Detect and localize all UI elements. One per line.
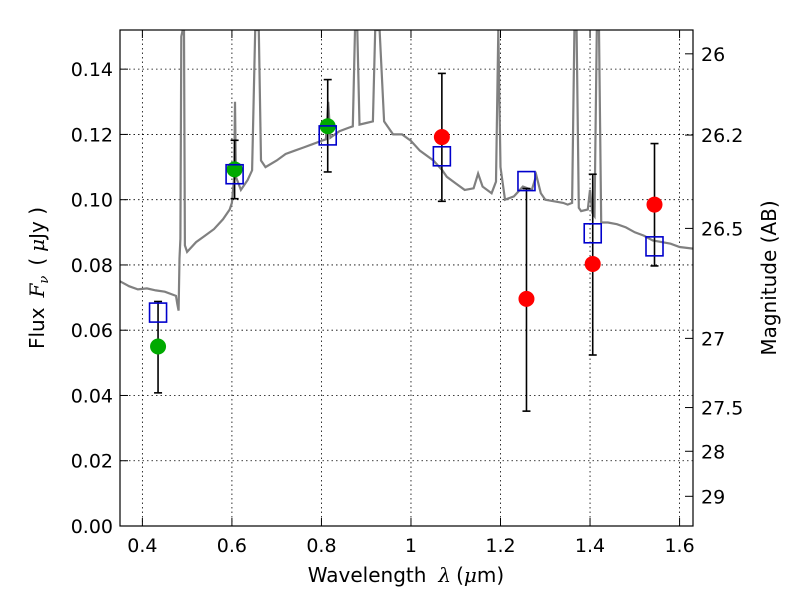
x-tick-label: 1.2 [485,535,515,557]
y2-tick-label: 26.2 [701,125,743,147]
observed-point-red [584,255,601,272]
y-tick-label: 0.14 [71,59,113,81]
y-tick-label: 0.02 [71,451,113,473]
axis-ticks [120,30,693,527]
x-tick-label: 0.6 [217,535,247,557]
y2-tick-label: 26.5 [701,218,743,240]
model-square [148,302,168,323]
y2-tick-label: 27 [701,328,725,350]
model-square [432,145,452,167]
x-axis-label: Wavelength λ (μm) [308,563,504,587]
y2-tick-label: 29 [701,486,725,508]
model-squares [148,125,664,323]
y-axis-label: FluxFν(μJy ) [25,207,52,349]
y2-tick-label: 28 [701,441,725,463]
observed-point-red [518,290,535,307]
observed-point-green [226,161,243,178]
x-tick-label: 0.8 [306,535,336,557]
y2-tick-label: 26 [701,44,725,66]
plot-area [120,30,693,412]
y-tick-label: 0.00 [71,516,113,538]
y-tick-label: 0.04 [71,385,113,407]
model-square [517,170,536,192]
observed-point-red [433,129,450,146]
y-tick-label: 0.12 [71,124,113,146]
model-square [645,236,664,257]
plot-frame [119,29,694,527]
observed-points [150,118,663,355]
observed-point-green [150,338,167,355]
tick-labels: 0.4 0.6 0.8 1 1.2 1.4 1.6 0.00 0.02 0.04 0.06 0.08 0… [71,44,744,557]
error-bars [154,72,659,412]
model-square [225,163,244,185]
model-square [318,125,338,146]
y-tick-label: 0.06 [71,320,113,342]
y-tick-label: 0.08 [71,255,113,277]
x-tick-label: 1.4 [575,535,605,557]
x-tick-label: 0.4 [127,535,157,557]
x-tick-label: 1.6 [664,535,694,557]
grid [120,30,693,527]
x-tick-label: 1 [405,535,417,557]
observed-point-red [646,196,663,213]
template-spectrum-line [120,30,693,311]
y2-tick-label: 27.5 [701,398,743,420]
y2-axis-label: Magnitude (AB) [757,200,781,355]
y-tick-label: 0.10 [71,190,113,212]
model-square [583,222,603,244]
